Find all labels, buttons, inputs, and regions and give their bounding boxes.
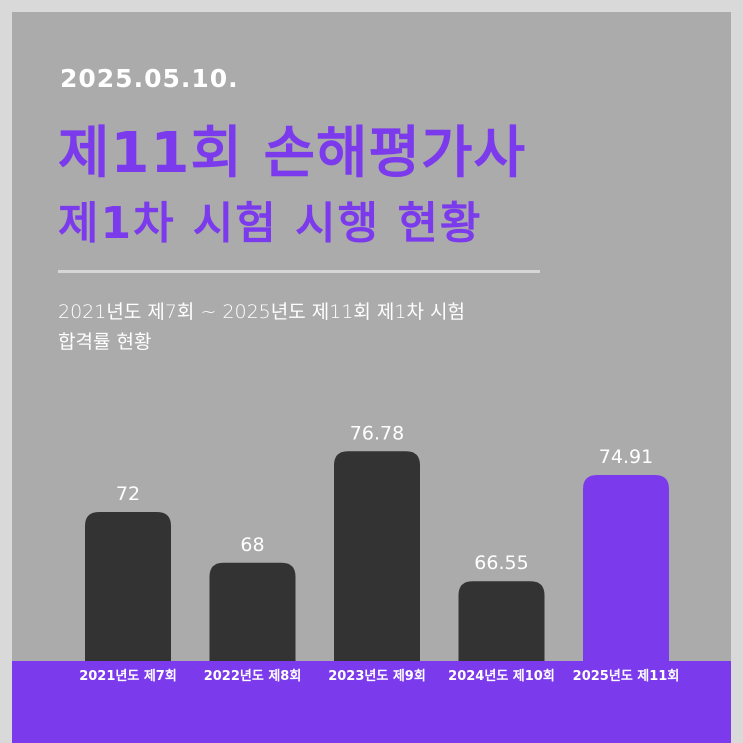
category-label-1: 2021년도 제7회 bbox=[79, 668, 177, 684]
description-line-2: 합격률 현황 bbox=[58, 331, 152, 353]
divider bbox=[58, 270, 540, 273]
bar-4 bbox=[458, 581, 545, 661]
category-label-4: 2024년도 제10회 bbox=[448, 668, 555, 684]
bar-value-label-1: 72 bbox=[116, 483, 140, 505]
bar-value-label-4: 66.55 bbox=[474, 552, 528, 574]
bar-chart: 72 2021년도 제7회 68 2022년도 제8회 76.78 2023년도 제9회 6… bbox=[79, 422, 680, 684]
bar-value-label-2: 68 bbox=[240, 534, 264, 556]
bottom-band bbox=[12, 661, 731, 743]
category-label-2: 2022년도 제8회 bbox=[204, 668, 302, 684]
date-label: 2025.05.10. bbox=[60, 64, 239, 93]
category-label-3: 2023년도 제9회 bbox=[328, 668, 426, 684]
bar-2 bbox=[209, 562, 296, 661]
description-line-1: 2021년도 제7회 ~ 2025년도 제11회 제1차 시험 bbox=[58, 301, 465, 323]
bar-value-label-3: 76.78 bbox=[350, 422, 404, 444]
category-label-5: 2025년도 제11회 bbox=[573, 668, 680, 684]
main-title: 제11회 손해평가사 bbox=[58, 121, 527, 186]
chart-card: 2025.05.10. 제11회 손해평가사 제1차 시험 시행 현황 2021… bbox=[12, 12, 731, 743]
bar-1 bbox=[85, 512, 171, 661]
bar-5 bbox=[583, 475, 669, 661]
bar-value-label-5: 74.91 bbox=[599, 446, 653, 468]
chart-description: 2021년도 제7회 ~ 2025년도 제11회 제1차 시험 합격률 현황 bbox=[58, 297, 578, 357]
bar-3 bbox=[334, 451, 420, 661]
main-subtitle: 제1차 시험 시행 현황 bbox=[58, 198, 483, 249]
